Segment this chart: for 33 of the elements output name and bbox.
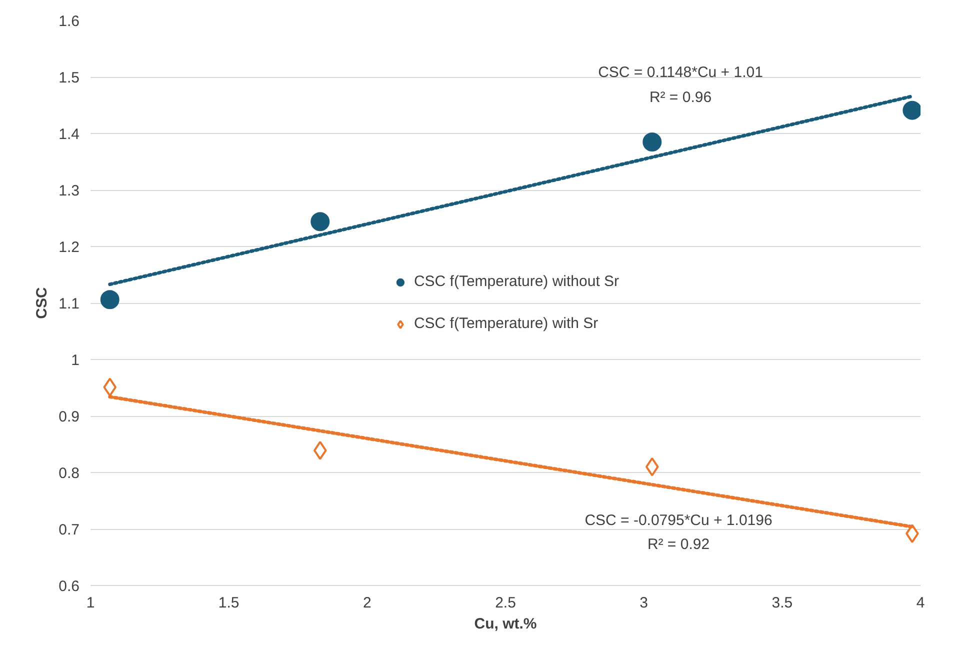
y-tick-label: 1.1 bbox=[58, 296, 80, 312]
y-tick-label: 1 bbox=[71, 352, 80, 369]
point bbox=[642, 132, 662, 152]
x-tick-label: 1.5 bbox=[218, 594, 240, 612]
x-tick-label: 2.5 bbox=[495, 594, 516, 612]
annotation: CSC = 0.1148*Cu + 1.01 bbox=[598, 64, 763, 81]
y-tick-label: 1.4 bbox=[58, 126, 80, 143]
point bbox=[103, 378, 117, 397]
y-axis-title: CSC bbox=[34, 287, 51, 319]
x-tick-label: 3.5 bbox=[772, 594, 793, 612]
y-tick-label: 0.8 bbox=[58, 465, 80, 482]
legend-label: CSC f(Temperature) with Sr bbox=[414, 315, 598, 332]
y-tick-label: 1.5 bbox=[58, 70, 80, 86]
annotation: R² = 0.96 bbox=[649, 89, 712, 106]
x-tick-label: 3 bbox=[640, 594, 648, 612]
x-tick-label: 1 bbox=[86, 594, 95, 612]
point bbox=[902, 100, 920, 120]
legend-label: CSC f(Temperature) without Sr bbox=[414, 273, 620, 290]
point bbox=[100, 290, 120, 310]
annotation: R² = 0.92 bbox=[647, 536, 710, 553]
y-tick-label: 0.9 bbox=[58, 408, 80, 426]
annotation: CSC = -0.0795*Cu + 1.0196 bbox=[584, 512, 772, 529]
y-tick-label: 1.6 bbox=[58, 13, 80, 30]
y-tick-label: 1.2 bbox=[58, 239, 80, 256]
y-tick-label: 0.6 bbox=[58, 578, 80, 595]
point bbox=[310, 212, 330, 232]
point bbox=[645, 457, 659, 476]
y-tick-label: 1.3 bbox=[58, 182, 80, 200]
x-axis-title: Cu, wt.% bbox=[474, 616, 537, 632]
x-tick-label: 2 bbox=[362, 594, 372, 612]
x-tick-label: 4 bbox=[916, 594, 925, 612]
y-tick-label: 0.7 bbox=[58, 522, 80, 538]
point bbox=[313, 440, 327, 460]
